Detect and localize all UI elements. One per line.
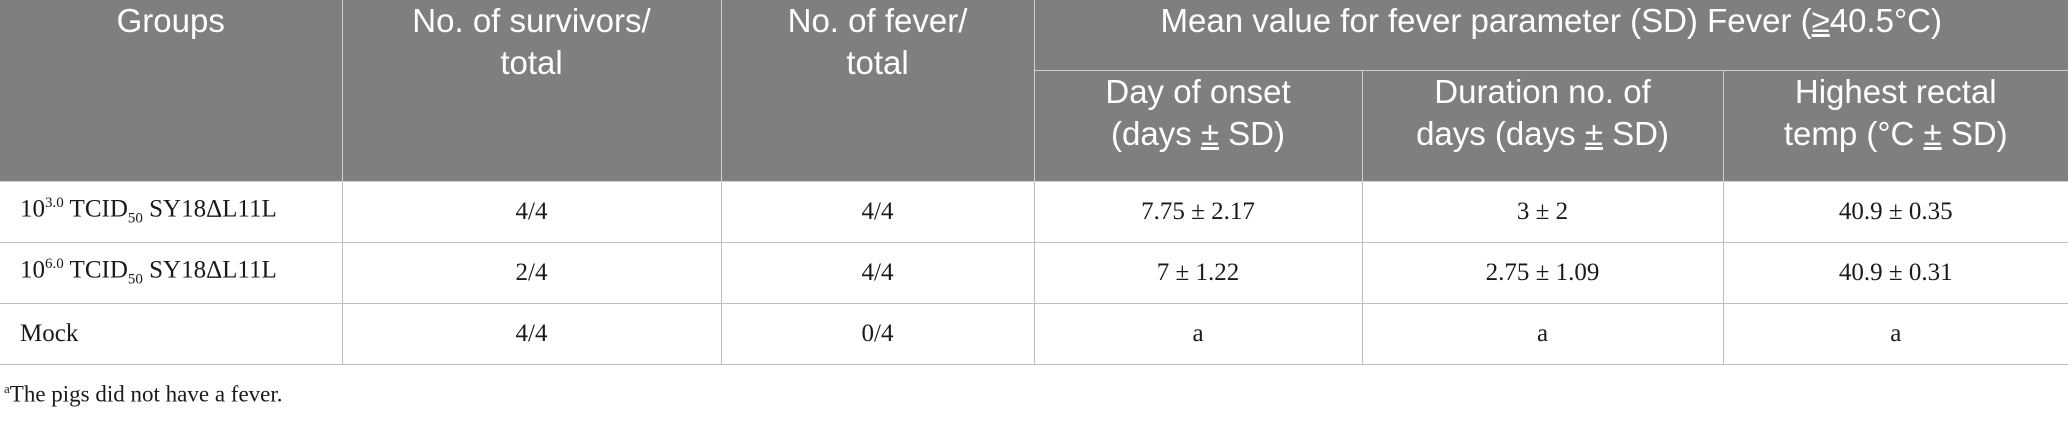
header-survivors: No. of survivors/ total [342, 0, 722, 182]
cell-group: 106.0 TCID50 SY18ΔL11L [0, 242, 343, 304]
cell-group: 103.0 TCID50 SY18ΔL11L [0, 181, 343, 243]
cell-survivors: 4/4 [342, 303, 722, 365]
cell-temp: 40.9 ± 0.35 [1723, 181, 2068, 243]
cell-duration: 3 ± 2 [1362, 181, 1724, 243]
cell-survivors: 2/4 [342, 242, 722, 304]
table-footnote: aThe pigs did not have a fever. [4, 381, 283, 408]
header-mean-value: Mean value for fever parameter (SD) Feve… [1034, 0, 2068, 71]
table-row: 103.0 TCID50 SY18ΔL11L 4/4 4/4 7.75 ± 2.… [0, 181, 2068, 243]
header-duration: Duration no. of days (days ± SD) [1362, 70, 1724, 182]
header-groups: Groups [0, 0, 343, 182]
cell-temp: 40.9 ± 0.31 [1723, 242, 2068, 304]
footnote-text: The pigs did not have a fever. [9, 381, 283, 407]
cell-onset: a [1034, 303, 1363, 365]
cell-duration: a [1362, 303, 1724, 365]
table-row: 106.0 TCID50 SY18ΔL11L 2/4 4/4 7 ± 1.22 … [0, 242, 2068, 304]
footnote-marker: a [4, 381, 10, 396]
cell-temp: a [1723, 303, 2068, 365]
table-row: Mock 4/4 0/4 a a a [0, 303, 2068, 365]
cell-onset: 7 ± 1.22 [1034, 242, 1363, 304]
header-fever: No. of fever/ total [721, 0, 1035, 182]
cell-survivors: 4/4 [342, 181, 722, 243]
cell-onset: 7.75 ± 2.17 [1034, 181, 1363, 243]
cell-fever: 4/4 [721, 242, 1035, 304]
cell-duration: 2.75 ± 1.09 [1362, 242, 1724, 304]
cell-fever: 0/4 [721, 303, 1035, 365]
fever-parameters-table: Groups No. of survivors/ total No. of fe… [0, 0, 2068, 365]
cell-group: Mock [0, 303, 343, 365]
cell-fever: 4/4 [721, 181, 1035, 243]
header-day-of-onset: Day of onset (days ± SD) [1034, 70, 1363, 182]
header-highest-temp: Highest rectal temp (°C ± SD) [1723, 70, 2068, 182]
